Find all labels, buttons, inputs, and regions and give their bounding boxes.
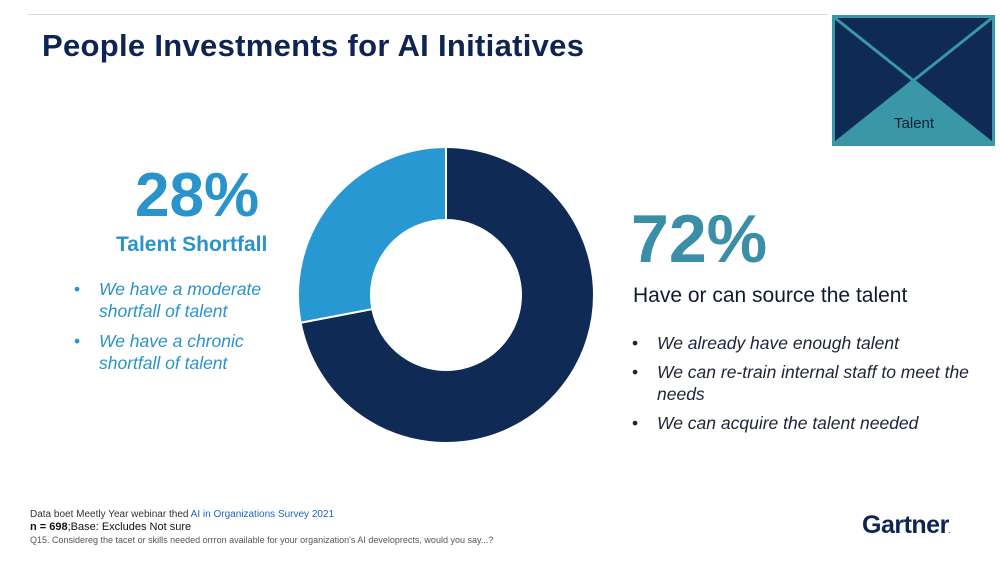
shortfall-bullet-list: • We have a moderate shortfall of talent …	[74, 278, 304, 382]
source-label: Have or can source the talent	[633, 284, 908, 307]
footer-source-prefix: Data boet Meetly Year webinar thed	[30, 509, 189, 520]
bullet-dot: •	[632, 333, 639, 353]
talent-box-diagonal-2	[834, 16, 993, 145]
shortfall-percent: 28%	[135, 161, 260, 230]
shortfall-bullet-text: We have a chronic shortfall of talent	[99, 331, 244, 373]
donut-chart	[297, 145, 595, 444]
donut-slice-source-talent	[299, 145, 595, 444]
footer-sample: n = 698;Base: Excludes Not sure	[30, 521, 191, 533]
shortfall-bullet: • We have a moderate shortfall of talent	[74, 278, 304, 322]
footer-source: Data boet Meetly Year webinar thed AI in…	[30, 509, 334, 520]
shortfall-bullet-text: We have a moderate shortfall of talent	[99, 279, 262, 321]
talent-box-graphic: Talent	[832, 15, 995, 146]
top-divider	[28, 14, 828, 15]
talent-box: Talent	[832, 15, 995, 146]
talent-box-label: Talent	[894, 115, 935, 132]
source-bullet-text: We can re-train internal staff to meet t…	[657, 362, 969, 404]
footer-survey-name: AI in Organizations Survey 2021	[190, 509, 335, 520]
page-title: People Investments for AI Initiatives	[42, 28, 585, 63]
shortfall-bullet: • We have a chronic shortfall of talent	[74, 330, 304, 374]
bullet-dot: •	[632, 413, 639, 433]
source-bullet-text: We already have enough talent	[657, 333, 899, 353]
bullet-dot: •	[74, 279, 81, 299]
source-bullet: • We already have enough talent	[632, 332, 977, 354]
bullet-dot: •	[74, 331, 81, 351]
gartner-logo-text: Gartner	[862, 511, 949, 539]
footer-sample-size: n = 698	[30, 521, 68, 533]
footer-question: Q15. Considereg the tacet or skills need…	[30, 535, 494, 545]
gartner-logo: Gartner.	[862, 511, 951, 540]
source-percent: 72%	[631, 201, 768, 277]
source-bullet-text: We can acquire the talent needed	[657, 413, 919, 433]
footer-base: ;Base: Excludes Not sure	[67, 521, 192, 533]
shortfall-label: Talent Shortfall	[116, 233, 268, 256]
donut-slice-talent-shortfall	[297, 145, 447, 324]
gartner-logo-mark: .	[948, 529, 951, 535]
bullet-dot: •	[632, 362, 639, 382]
source-bullet: • We can re-train internal staff to meet …	[632, 361, 977, 405]
source-bullet-list: • We already have enough talent • We can r…	[632, 332, 977, 441]
talent-box-triangle	[835, 81, 992, 143]
source-bullet: • We can acquire the talent needed	[632, 412, 977, 434]
